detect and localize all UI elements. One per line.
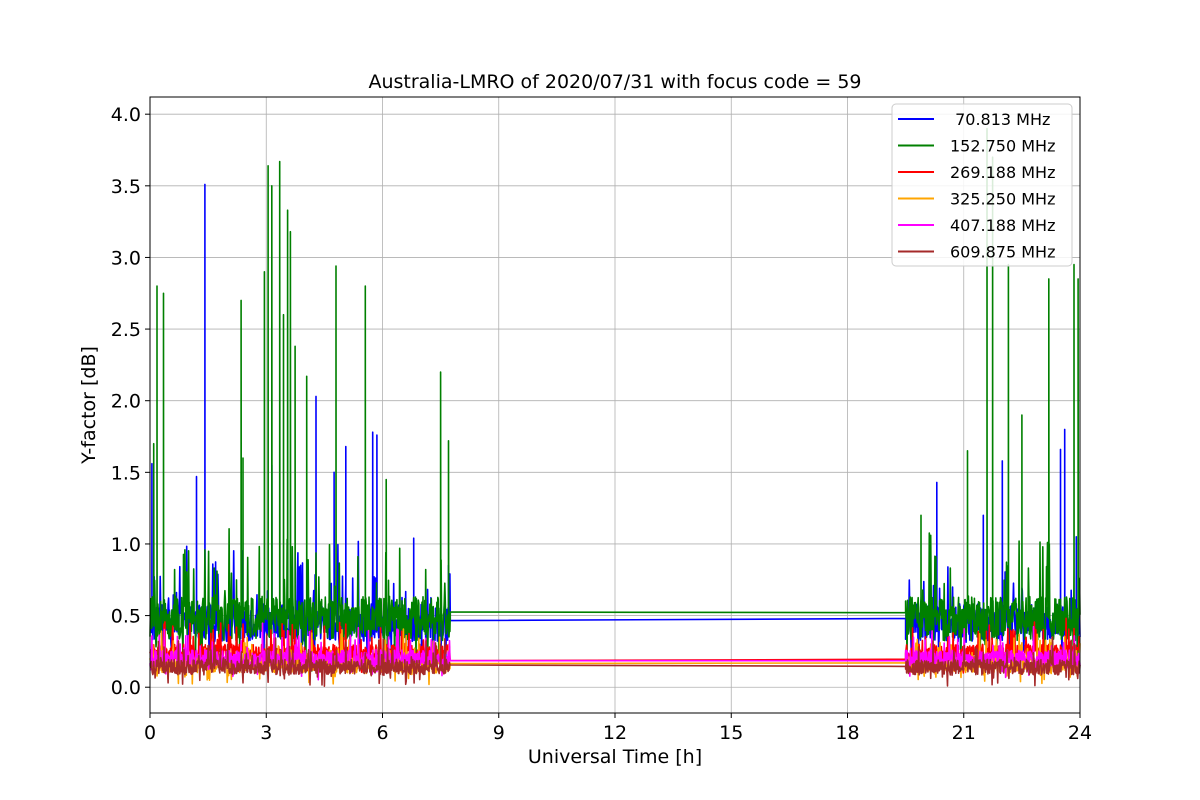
x-tick-label-2: 6 (376, 722, 388, 744)
x-tick-label-6: 18 (835, 722, 859, 744)
axis-ticks: 0 3 6 9 12 15 18 21 24 0.0 0.5 1.0 1.5 2.0 2.5 3.0 3.5 4.… (111, 104, 1092, 744)
y-tick-label-4: 2.0 (111, 391, 141, 413)
legend-entries: 70.813 MHz 152.750 MHz 269.188 MHz 325.250 … (898, 110, 1055, 262)
chart-title: Australia-LMRO of 2020/07/31 with focus … (368, 71, 861, 93)
legend: 70.813 MHz 152.750 MHz 269.188 MHz 325.250 … (891, 103, 1073, 267)
x-tick-label-5: 15 (719, 722, 743, 744)
y-tick-label-2: 1.0 (111, 534, 141, 556)
legend-label-2: 269.188 MHz (950, 163, 1055, 182)
y-tick-label-0: 0.0 (111, 677, 141, 699)
y-tick-label-8: 4.0 (111, 104, 141, 126)
y-tick-label-7: 3.5 (111, 176, 141, 198)
x-tick-label-4: 12 (603, 722, 627, 744)
legend-label-5: 609.875 MHz (950, 243, 1055, 262)
x-tick-label-1: 3 (260, 722, 272, 744)
plot-series (149, 127, 1081, 687)
legend-label-0: 70.813 MHz (950, 110, 1050, 129)
y-tick-label-1: 0.5 (111, 606, 141, 628)
legend-box (891, 103, 1073, 267)
legend-label-1: 152.750 MHz (950, 137, 1055, 156)
x-tick-label-7: 21 (952, 722, 976, 744)
x-tick-label-0: 0 (144, 722, 156, 744)
x-tick-label-3: 9 (493, 722, 505, 744)
legend-label-3: 325.250 MHz (950, 190, 1055, 209)
legend-label-4: 407.188 MHz (950, 216, 1055, 235)
y-tick-label-6: 3.0 (111, 247, 141, 269)
y-tick-label-5: 2.5 (111, 319, 141, 341)
x-tick-label-8: 24 (1068, 722, 1092, 744)
y-tick-label-3: 1.5 (111, 462, 141, 484)
series-line-5 (149, 633, 1081, 687)
x-axis-label: Universal Time [h] (528, 746, 702, 768)
y-axis-label: Y-factor [dB] (78, 346, 100, 465)
series-line-1 (149, 127, 1081, 673)
